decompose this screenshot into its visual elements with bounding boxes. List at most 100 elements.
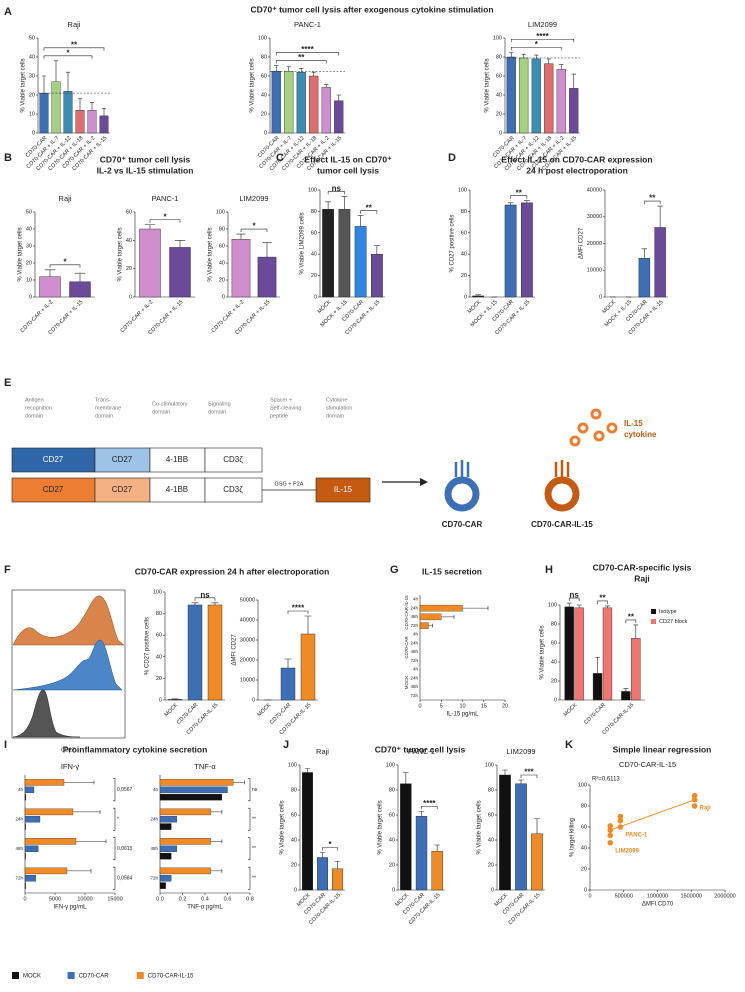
cytokine-label: IL-15	[624, 419, 643, 428]
panel-letter: H	[545, 564, 553, 576]
chart-title: PANC-1	[294, 20, 321, 29]
y-tick-label: 40	[126, 238, 132, 244]
bar	[506, 56, 516, 134]
x-tick-label: 5	[440, 703, 443, 709]
bar	[139, 228, 161, 298]
significance-label: ****	[292, 604, 305, 613]
significance-label: ns	[200, 590, 210, 599]
domain-label: CD27	[112, 485, 133, 494]
significance-label: **	[252, 876, 256, 882]
panel-title: 24 h post electroporation	[526, 165, 628, 175]
y-tick-label: 20	[311, 273, 317, 279]
bar	[159, 793, 223, 801]
y-tick-label: 20	[581, 866, 587, 872]
bar	[39, 276, 61, 298]
domain-description: Cytokine	[326, 397, 347, 403]
y-tick-label: 24h	[410, 640, 418, 645]
domain-description: stimulation	[326, 405, 352, 411]
bar	[99, 115, 109, 134]
point-label: Raji	[700, 805, 711, 811]
x-axis-label: ΔMFI CD70	[642, 902, 674, 908]
bar	[569, 88, 579, 134]
error-bar	[44, 269, 56, 277]
y-tick-label: 20	[488, 862, 494, 868]
panel-title: Raji	[634, 573, 650, 583]
y-tick-label: 100	[216, 209, 225, 215]
domain-description: recognition	[25, 405, 52, 411]
domain-label: IL-15	[334, 485, 353, 494]
y-tick-label: 20	[551, 678, 557, 684]
bar	[159, 882, 166, 889]
error-bar	[171, 698, 179, 700]
significance-label: ****	[423, 799, 436, 808]
significance-label: **	[649, 194, 656, 203]
y-tick-label: 24h	[410, 605, 418, 610]
bar	[75, 109, 85, 134]
y-axis-label: % Viable target cells	[280, 800, 286, 854]
significance-bracket	[248, 837, 251, 861]
bar	[300, 633, 316, 701]
y-tick-label: 60	[261, 73, 267, 79]
bar	[24, 838, 77, 845]
y-tick-label: 80	[551, 621, 557, 627]
domain-description: Signaling	[208, 401, 231, 407]
legend-swatch	[136, 972, 144, 979]
error-bar	[623, 688, 629, 692]
y-tick-label: 60	[496, 73, 502, 79]
y-tick-label: 40	[219, 260, 225, 266]
bar	[167, 699, 183, 701]
bar	[531, 58, 541, 134]
domain-description: membrane	[95, 405, 121, 411]
error-bar	[357, 215, 364, 227]
error-bar	[236, 233, 246, 240]
cytokine-label: cytokine	[624, 430, 657, 439]
x-axis-label: TNF-α pg/mL	[187, 905, 223, 911]
panel-title: IL-2 vs IL-15 stimulation	[97, 165, 194, 175]
bar	[302, 772, 313, 891]
y-axis-label: % Viable target cells	[485, 58, 491, 112]
x-tick-label: MOCK	[563, 702, 579, 718]
error-bar	[509, 51, 514, 57]
domain-description: Self-cleaving	[270, 405, 302, 411]
y-tick-label: 100	[308, 187, 317, 193]
y-tick-label: 100	[288, 762, 297, 768]
bar	[159, 779, 234, 786]
cytokine-icons	[569, 408, 618, 447]
x-tick-label: 0.2	[179, 896, 187, 902]
y-tick-label: 0	[129, 294, 132, 300]
error-bar	[304, 768, 311, 773]
bar	[419, 622, 429, 629]
error-bar	[101, 108, 107, 116]
error-bar	[262, 242, 272, 258]
y-tick-label: 40	[551, 659, 557, 665]
bar	[159, 786, 228, 793]
bar	[24, 852, 26, 860]
y-tick-label: 40	[496, 92, 502, 98]
x-tick-label: 1000000	[647, 893, 668, 899]
bar	[419, 604, 463, 612]
error-bar	[304, 615, 312, 634]
domain-description: domain	[326, 413, 344, 419]
y-tick-label: 72h	[410, 658, 418, 663]
x-tick-label: 20	[502, 703, 508, 709]
panel-letter: D	[448, 152, 456, 164]
error-bar	[274, 65, 279, 72]
error-bar	[334, 860, 341, 869]
y-tick-label: 60	[126, 209, 132, 215]
bar	[51, 81, 61, 134]
panel-title: Effect IL-15 on CD70⁺	[304, 154, 392, 164]
car-receptor	[454, 460, 470, 477]
bar	[400, 783, 412, 891]
bar	[332, 868, 343, 891]
bar	[69, 281, 91, 298]
error-bar	[299, 68, 304, 73]
panel-title: CD70⁺ tumor cell lysis	[375, 744, 466, 754]
domain-label: CD27	[43, 455, 64, 464]
y-tick-label: 30000	[587, 214, 602, 220]
point	[617, 817, 624, 824]
error-bar	[434, 844, 440, 852]
y-tick-label: 20	[126, 266, 132, 272]
y-axis-label: % Viable target cells	[540, 625, 546, 679]
bar	[499, 774, 511, 891]
